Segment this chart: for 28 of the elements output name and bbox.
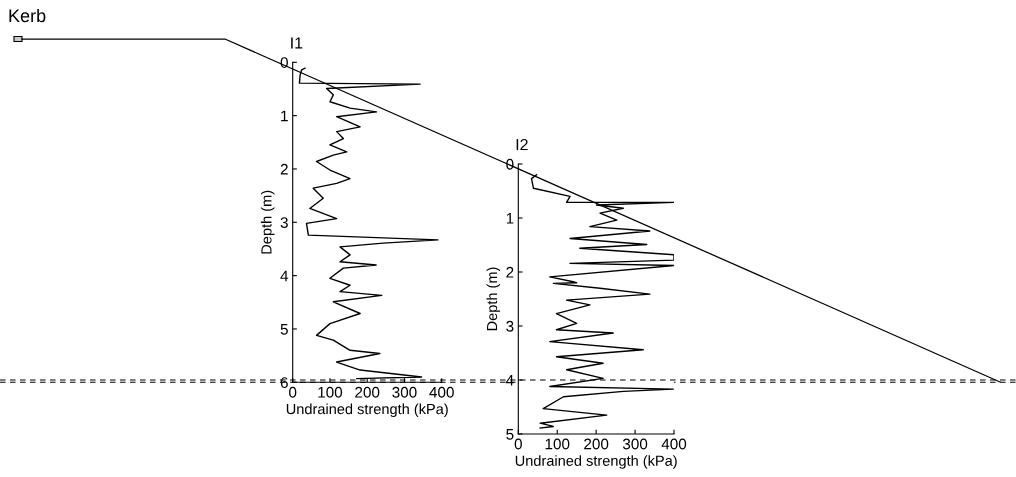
x-tick-label: 100 <box>545 438 570 450</box>
y-tick-label: 3 <box>506 320 514 332</box>
text: Kerb <box>9 8 46 23</box>
x-tick-label: 400 <box>661 438 687 450</box>
chart-title: I1 <box>291 37 303 49</box>
y-tick-label: 3 <box>280 217 288 228</box>
chart-title: I2 <box>516 138 528 151</box>
y-tick-label: 2 <box>506 266 514 278</box>
y-tick-label: 1 <box>281 110 288 122</box>
y-tick-label: 4 <box>280 270 289 282</box>
y-tick-label: 6 <box>280 377 288 388</box>
x-tick-label: 300 <box>392 386 417 398</box>
y-axis-title: Depth (m) <box>260 190 275 254</box>
x-tick-label: 100 <box>318 386 343 398</box>
x-tick-label: 0 <box>289 386 297 398</box>
x-tick-label: 0 <box>514 438 522 450</box>
y-tick-label: 4 <box>505 375 514 386</box>
y-tick-label: 5 <box>280 323 288 335</box>
x-tick-label: 200 <box>355 386 380 398</box>
x-axis-title: Undrained strength (kPa) <box>286 403 448 418</box>
x-tick-label: 400 <box>429 386 454 398</box>
y-axis-title: Depth (m) <box>486 267 501 331</box>
y-tick-label: 5 <box>506 429 514 440</box>
y-tick-label: 2 <box>280 163 288 175</box>
y-tick-label: 1 <box>506 213 514 224</box>
x-tick-label: 200 <box>584 438 609 450</box>
x-tick-label: 300 <box>622 438 648 450</box>
x-axis-title: Undrained strength (kPa) <box>515 455 677 469</box>
